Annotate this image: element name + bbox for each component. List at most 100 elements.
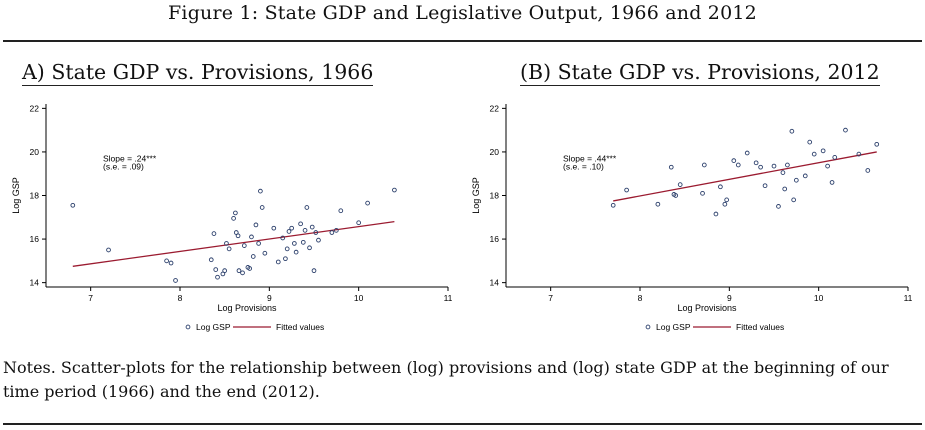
data-point bbox=[236, 268, 242, 274]
legend-label-points: Log GSP bbox=[656, 322, 691, 332]
fitted-line bbox=[72, 220, 395, 267]
data-point bbox=[307, 245, 312, 251]
data-point bbox=[250, 254, 256, 259]
data-point bbox=[722, 201, 728, 207]
x-tick-label: 11 bbox=[904, 293, 913, 303]
data-point bbox=[874, 141, 880, 147]
data-point bbox=[289, 225, 295, 231]
x-tick-label: 7 bbox=[548, 293, 553, 303]
scatter-plot-2012: 14 16 18 20 22 7 8 9 10 11 Log Provisions Log GSP Sl… bbox=[471, 103, 913, 332]
slope-annotation: Slope = .44*** bbox=[563, 154, 617, 164]
data-point bbox=[829, 180, 835, 185]
x-tick-label: 11 bbox=[444, 293, 453, 303]
data-point bbox=[785, 162, 790, 168]
legend-label-fit: Fitted values bbox=[736, 322, 784, 332]
data-point bbox=[338, 208, 344, 214]
data-point bbox=[718, 184, 723, 190]
se-annotation: (s.e. = .09) bbox=[103, 161, 144, 171]
data-point bbox=[392, 187, 397, 193]
scatter-plot-1966: 14 16 18 20 22 7 8 9 10 11 Log Provisions Log GSP Sl… bbox=[11, 103, 453, 332]
data-point bbox=[253, 222, 259, 228]
y-tick-label: 18 bbox=[30, 191, 40, 201]
data-point bbox=[168, 260, 174, 266]
data-point bbox=[316, 237, 321, 243]
data-point bbox=[286, 229, 292, 234]
data-point bbox=[208, 257, 214, 263]
data-point bbox=[311, 268, 317, 274]
data-point bbox=[753, 160, 759, 166]
data-point bbox=[224, 241, 229, 246]
data-point bbox=[832, 155, 838, 160]
y-axis-label: Log GSP bbox=[11, 177, 21, 214]
y-tick-label: 20 bbox=[30, 147, 40, 157]
se-annotation: (s.e. = .10) bbox=[563, 161, 604, 171]
data-point bbox=[304, 205, 310, 210]
data-point bbox=[329, 230, 335, 235]
y-tick-label: 14 bbox=[490, 278, 500, 288]
y-axis-label: Log GSP bbox=[471, 177, 481, 214]
y-tick-label: 14 bbox=[30, 278, 40, 288]
data-point bbox=[731, 158, 737, 163]
x-tick-label: 10 bbox=[814, 293, 824, 303]
x-tick-label: 9 bbox=[727, 293, 732, 303]
data-point bbox=[610, 202, 616, 208]
data-point bbox=[713, 211, 719, 217]
legend-label-points: Log GSP bbox=[196, 322, 231, 332]
data-point bbox=[856, 151, 862, 157]
data-point bbox=[776, 204, 781, 209]
data-point bbox=[70, 202, 76, 208]
panel-a-title: A) State GDP vs. Provisions, 1966 bbox=[22, 60, 374, 86]
data-point bbox=[275, 259, 281, 265]
data-point bbox=[624, 187, 629, 193]
data-point bbox=[283, 256, 288, 262]
y-tick-label: 16 bbox=[490, 234, 500, 244]
x-tick-label: 7 bbox=[88, 293, 93, 303]
data-point bbox=[235, 233, 241, 239]
data-point bbox=[356, 220, 362, 226]
data-point bbox=[820, 148, 826, 154]
y-tick-label: 22 bbox=[490, 103, 500, 113]
data-point bbox=[333, 228, 339, 233]
data-point bbox=[298, 221, 303, 227]
slope-annotation: Slope = .24*** bbox=[103, 154, 157, 164]
data-point bbox=[700, 190, 705, 196]
data-point bbox=[782, 186, 788, 192]
x-axis-label: Log Provisions bbox=[677, 303, 737, 313]
data-point bbox=[865, 168, 871, 173]
x-tick-label: 9 bbox=[267, 293, 272, 303]
data-point bbox=[222, 268, 228, 274]
data-point bbox=[701, 162, 707, 168]
data-point bbox=[735, 162, 741, 168]
data-point bbox=[677, 182, 683, 187]
bottom-rule bbox=[3, 423, 922, 425]
data-point bbox=[793, 177, 799, 183]
top-rule bbox=[3, 40, 922, 42]
data-point bbox=[247, 266, 253, 271]
data-point bbox=[771, 163, 777, 169]
figure-title: Figure 1: State GDP and Legislative Outp… bbox=[168, 2, 757, 24]
y-tick-label: 18 bbox=[490, 191, 500, 201]
data-point bbox=[106, 247, 111, 253]
data-point bbox=[789, 128, 795, 134]
data-point bbox=[744, 150, 750, 156]
data-point bbox=[291, 241, 297, 246]
y-tick-label: 16 bbox=[30, 234, 40, 244]
data-point bbox=[780, 170, 786, 175]
data-point bbox=[673, 193, 679, 198]
data-point bbox=[313, 230, 319, 235]
data-point bbox=[811, 151, 817, 157]
data-point bbox=[758, 164, 763, 170]
notes: Notes. Scatter-plots for the relationshi… bbox=[3, 358, 889, 401]
data-point bbox=[293, 249, 299, 255]
data-point bbox=[258, 188, 263, 194]
data-point bbox=[256, 241, 261, 246]
data-point bbox=[791, 197, 797, 203]
data-point bbox=[309, 224, 315, 230]
legend-marker bbox=[185, 324, 191, 330]
y-tick-label: 22 bbox=[30, 103, 40, 113]
data-point bbox=[241, 243, 247, 248]
data-point bbox=[262, 250, 268, 256]
data-point bbox=[668, 164, 674, 170]
data-point bbox=[249, 234, 254, 240]
data-point bbox=[300, 239, 306, 245]
